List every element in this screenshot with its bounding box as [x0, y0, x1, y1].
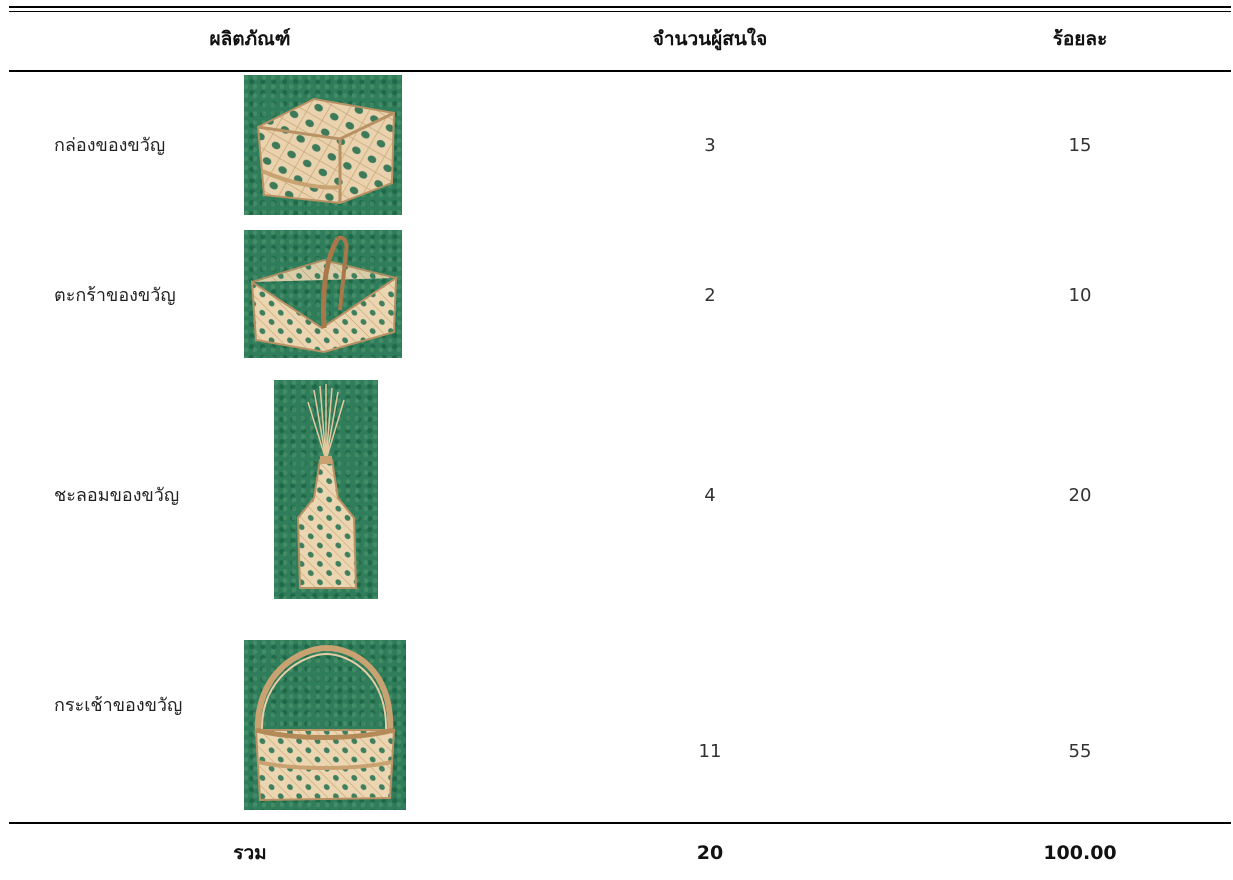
- gift-tray-photo: [244, 230, 402, 358]
- gift-tray-percent: 10: [1068, 285, 1092, 306]
- gift-tray-illustration: [250, 235, 398, 354]
- product-label-hamper: กระเช้าของขวัญ: [54, 695, 183, 716]
- product-label-chalom: ชะลอมของขวัญ: [54, 485, 180, 506]
- gift-tray-interested: 2: [704, 285, 716, 306]
- product-label-gift-tray: ตะกร้าของขวัญ: [54, 285, 176, 306]
- gift-box-percent: 15: [1068, 135, 1092, 156]
- header-product: ผลิตภัณฑ์: [209, 28, 291, 50]
- header-percent: ร้อยละ: [1052, 28, 1108, 50]
- chalom-interested: 4: [704, 485, 716, 506]
- hamper-illustration: [254, 644, 396, 802]
- table-top-rule-inner: [9, 11, 1231, 12]
- header-interested: จำนวนผู้สนใจ: [652, 28, 768, 50]
- gift-box-illustration: [256, 97, 396, 205]
- table-top-rule: [9, 6, 1231, 8]
- product-label-gift-box: กล่องของขวัญ: [54, 135, 166, 156]
- header-divider: [9, 70, 1231, 72]
- total-label: รวม: [233, 842, 267, 864]
- total-interested: 20: [696, 842, 724, 864]
- chalom-photo: [274, 380, 378, 599]
- hamper-photo: [244, 640, 406, 810]
- gift-box-interested: 3: [704, 135, 716, 156]
- hamper-interested: 11: [698, 741, 722, 762]
- gift-box-photo: [244, 75, 402, 215]
- hamper-percent: 55: [1068, 741, 1092, 762]
- table-bottom-rule: [9, 822, 1231, 824]
- chalom-percent: 20: [1068, 485, 1092, 506]
- chalom-illustration: [296, 384, 358, 589]
- total-percent: 100.00: [1043, 842, 1117, 864]
